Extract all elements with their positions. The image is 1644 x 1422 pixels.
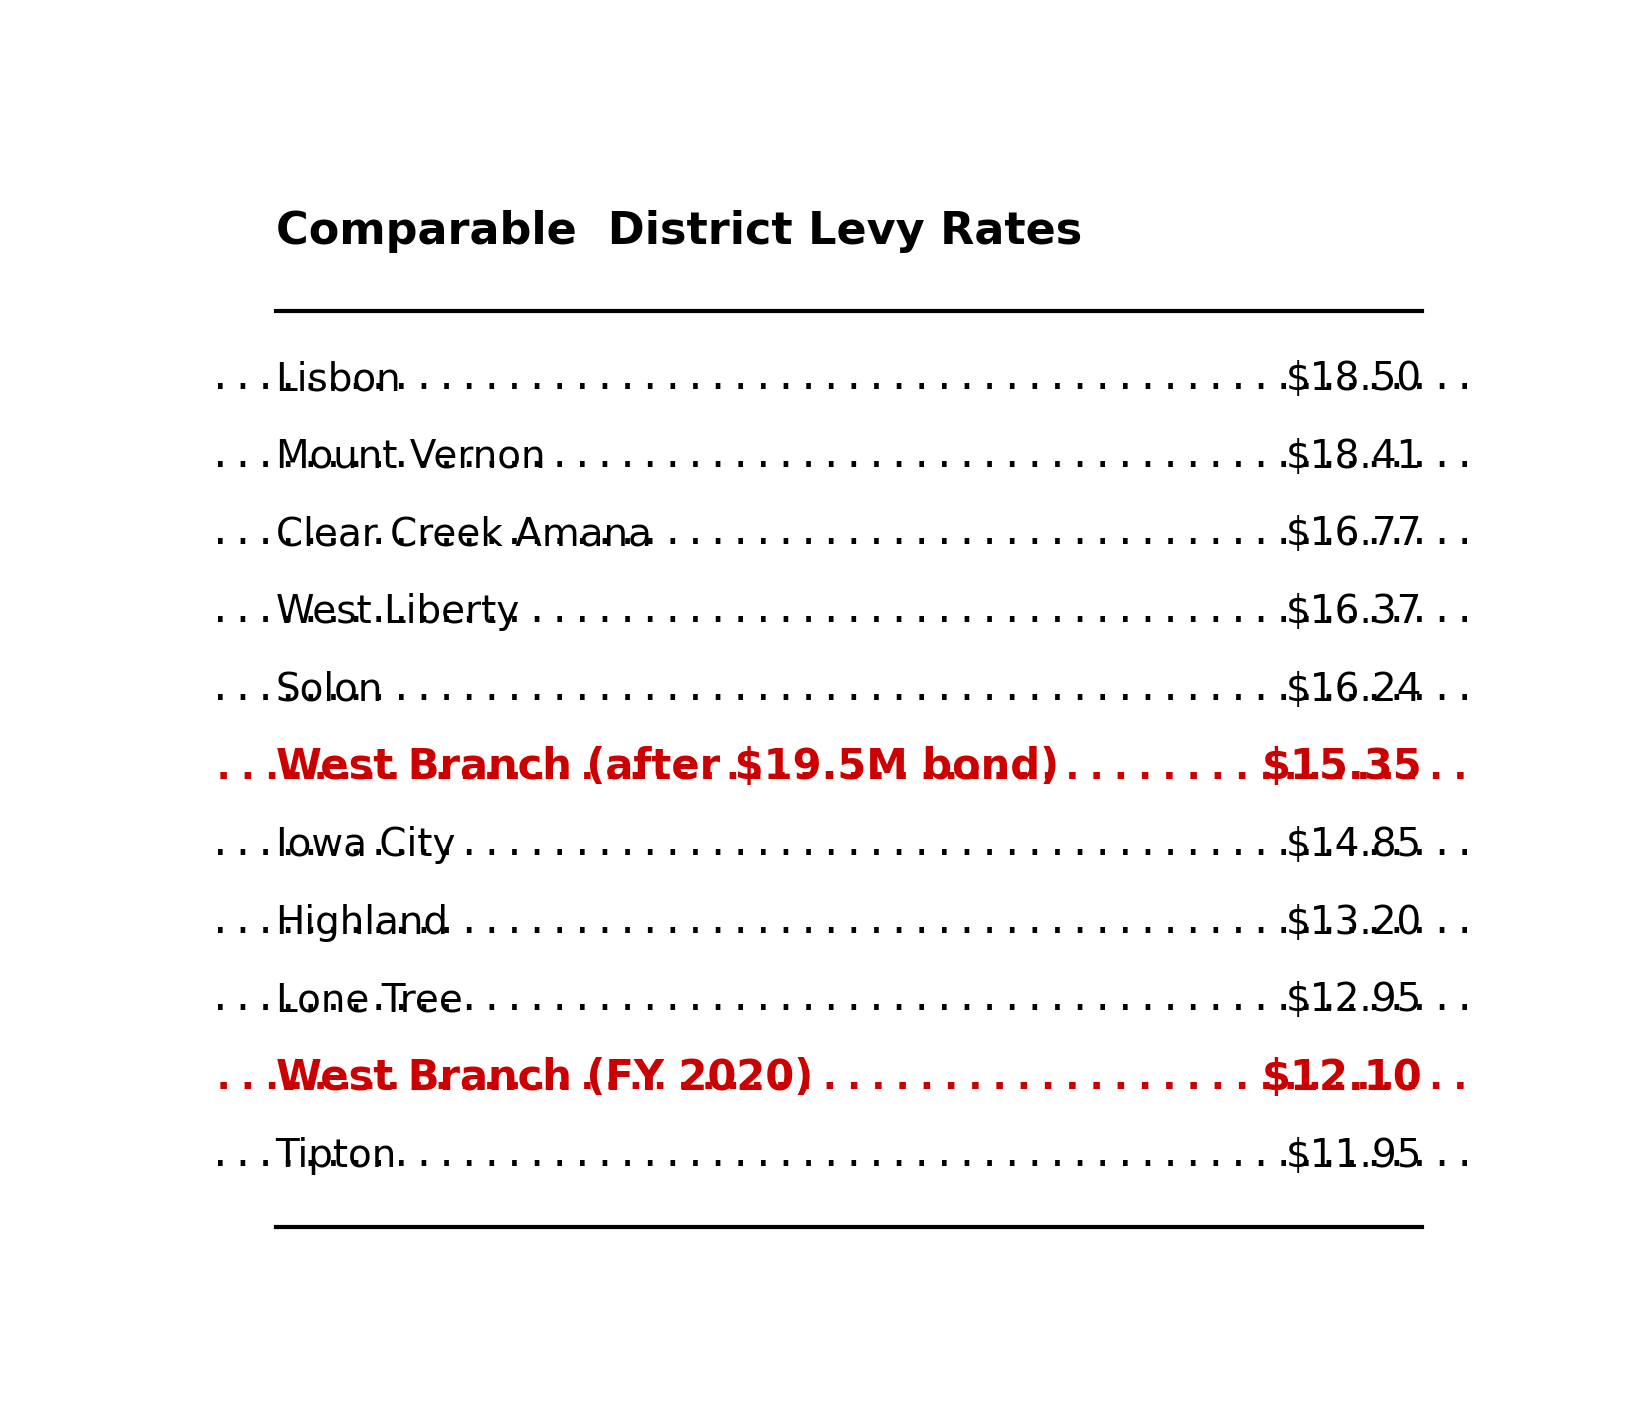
Text: $16.37: $16.37 xyxy=(1286,593,1422,631)
Text: ................................................................................: ........................................… xyxy=(0,1058,1644,1098)
Text: $15.35: $15.35 xyxy=(1261,747,1422,788)
Text: West Liberty: West Liberty xyxy=(276,593,520,631)
Text: $12.95: $12.95 xyxy=(1286,981,1422,1020)
Text: ................................................................................: ........................................… xyxy=(0,748,1644,786)
Text: $12.10: $12.10 xyxy=(1261,1057,1422,1099)
Text: Highland: Highland xyxy=(276,903,449,941)
Text: ................................................................................: ........................................… xyxy=(0,1138,1644,1173)
Text: $16.24: $16.24 xyxy=(1286,671,1422,708)
Text: Lisbon: Lisbon xyxy=(276,360,401,398)
Text: ................................................................................: ........................................… xyxy=(0,361,1644,397)
Text: West Branch (after $19.5M bond): West Branch (after $19.5M bond) xyxy=(276,747,1059,788)
Text: $11.95: $11.95 xyxy=(1286,1136,1422,1175)
Text: Comparable  District Levy Rates: Comparable District Levy Rates xyxy=(276,210,1082,253)
Text: ................................................................................: ........................................… xyxy=(0,439,1644,475)
Text: $18.41: $18.41 xyxy=(1286,438,1422,476)
Text: ................................................................................: ........................................… xyxy=(0,904,1644,941)
Text: Clear Creek Amana: Clear Creek Amana xyxy=(276,515,651,553)
Text: Mount Vernon: Mount Vernon xyxy=(276,438,546,476)
Text: Iowa City: Iowa City xyxy=(276,826,455,865)
Text: ................................................................................: ........................................… xyxy=(0,983,1644,1018)
Text: $18.50: $18.50 xyxy=(1286,360,1422,398)
Text: Solon: Solon xyxy=(276,671,383,708)
Text: West Branch (FY 2020): West Branch (FY 2020) xyxy=(276,1057,812,1099)
Text: $14.85: $14.85 xyxy=(1286,826,1422,865)
Text: $13.20: $13.20 xyxy=(1286,903,1422,941)
Text: ................................................................................: ........................................… xyxy=(0,828,1644,863)
Text: $16.77: $16.77 xyxy=(1286,515,1422,553)
Text: ................................................................................: ........................................… xyxy=(0,594,1644,630)
Text: Tipton: Tipton xyxy=(276,1136,396,1175)
Text: ................................................................................: ........................................… xyxy=(0,671,1644,708)
Text: ................................................................................: ........................................… xyxy=(0,516,1644,553)
Text: Lone Tree: Lone Tree xyxy=(276,981,462,1020)
